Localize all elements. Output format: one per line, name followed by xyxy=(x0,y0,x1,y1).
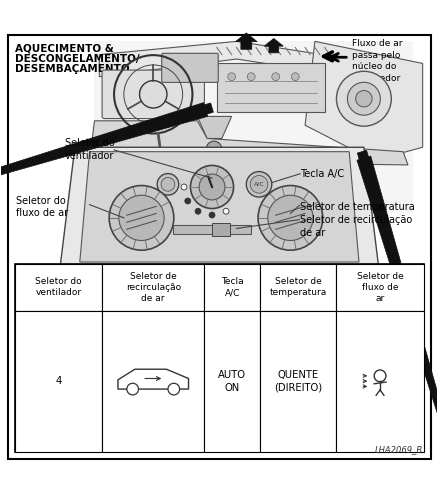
Circle shape xyxy=(356,90,372,107)
Circle shape xyxy=(348,82,380,115)
Text: Seletor de
temperatura: Seletor de temperatura xyxy=(270,277,327,297)
Bar xyxy=(336,311,424,452)
Text: AUTO
ON: AUTO ON xyxy=(218,370,246,393)
Circle shape xyxy=(127,383,138,395)
Bar xyxy=(336,264,424,311)
Polygon shape xyxy=(60,147,379,266)
Circle shape xyxy=(336,71,391,126)
Polygon shape xyxy=(80,152,359,262)
Circle shape xyxy=(250,175,268,193)
Text: QUENTE
(DIREITO): QUENTE (DIREITO) xyxy=(274,370,322,393)
Polygon shape xyxy=(0,103,214,241)
Circle shape xyxy=(272,73,279,81)
Bar xyxy=(15,264,424,452)
Circle shape xyxy=(185,198,191,204)
Text: Seletor do
fluxo de ar: Seletor do fluxo de ar xyxy=(16,196,68,218)
Text: DESEMBAÇAMENTO: DESEMBAÇAMENTO xyxy=(15,64,130,74)
Circle shape xyxy=(190,165,234,208)
Polygon shape xyxy=(235,33,257,49)
Circle shape xyxy=(181,184,187,190)
Text: Seletor de
recirculação
de ar: Seletor de recirculação de ar xyxy=(125,272,181,303)
Circle shape xyxy=(140,81,167,108)
Circle shape xyxy=(258,186,323,250)
Circle shape xyxy=(161,177,175,191)
Circle shape xyxy=(195,208,201,214)
FancyBboxPatch shape xyxy=(173,225,251,234)
Bar xyxy=(260,264,336,311)
Circle shape xyxy=(268,195,313,241)
Text: 4: 4 xyxy=(56,376,62,386)
Circle shape xyxy=(247,171,272,197)
Polygon shape xyxy=(305,41,423,161)
Bar xyxy=(260,311,336,452)
FancyBboxPatch shape xyxy=(162,53,218,82)
Text: DESCONGELAMENTO/: DESCONGELAMENTO/ xyxy=(15,54,140,64)
Bar xyxy=(204,264,260,311)
Text: Seletor de
fluxo de
ar: Seletor de fluxo de ar xyxy=(357,272,404,303)
Circle shape xyxy=(119,195,164,241)
Text: A/C: A/C xyxy=(254,182,264,187)
Circle shape xyxy=(291,73,299,81)
Bar xyxy=(204,311,260,452)
Circle shape xyxy=(168,383,180,395)
Text: Seletor de temperatura: Seletor de temperatura xyxy=(300,202,415,212)
Polygon shape xyxy=(99,41,408,85)
Text: Tecla
A/C: Tecla A/C xyxy=(221,277,243,297)
FancyBboxPatch shape xyxy=(94,41,413,213)
Bar xyxy=(15,264,102,311)
Bar xyxy=(102,311,204,452)
Text: Seletor de recirculação
de ar: Seletor de recirculação de ar xyxy=(300,215,413,238)
Polygon shape xyxy=(357,150,445,494)
Circle shape xyxy=(199,174,225,200)
Circle shape xyxy=(247,73,255,81)
Polygon shape xyxy=(89,121,408,165)
Text: AQUECIMENTO &: AQUECIMENTO & xyxy=(15,43,114,53)
Circle shape xyxy=(228,73,235,81)
Circle shape xyxy=(157,173,179,195)
FancyBboxPatch shape xyxy=(217,63,325,112)
Text: Tecla A/C: Tecla A/C xyxy=(300,169,344,179)
Circle shape xyxy=(374,370,386,382)
Circle shape xyxy=(223,208,229,214)
Text: Seletor do
ventilador: Seletor do ventilador xyxy=(36,277,82,297)
Bar xyxy=(15,311,102,452)
Text: Fluxo de ar
passa pelo
núcleo do
aquecedor: Fluxo de ar passa pelo núcleo do aqueced… xyxy=(352,39,403,83)
Polygon shape xyxy=(264,39,283,53)
Text: Seletor do
ventilador: Seletor do ventilador xyxy=(65,138,115,161)
Bar xyxy=(102,264,204,311)
FancyBboxPatch shape xyxy=(102,70,204,119)
FancyBboxPatch shape xyxy=(212,223,230,236)
Text: LHA2069_B: LHA2069_B xyxy=(375,446,423,454)
Circle shape xyxy=(206,141,222,157)
Polygon shape xyxy=(197,117,231,138)
Circle shape xyxy=(209,212,215,218)
Circle shape xyxy=(109,186,174,250)
